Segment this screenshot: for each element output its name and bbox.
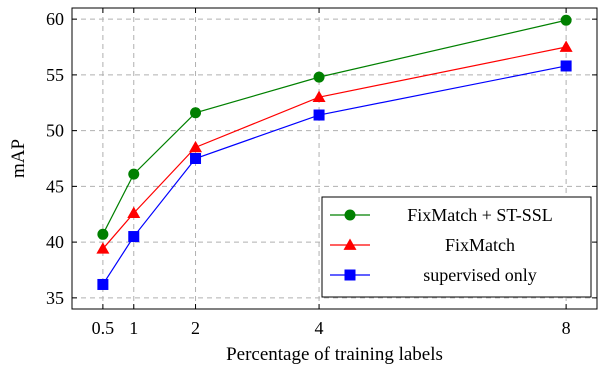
- data-point: [312, 90, 326, 103]
- x-tick-label: 8: [562, 318, 571, 338]
- series-supervised-only: [97, 60, 572, 290]
- y-tick-label: 45: [46, 176, 64, 196]
- data-point: [313, 109, 325, 121]
- data-point: [559, 40, 573, 52]
- y-tick-label: 60: [46, 9, 64, 29]
- data-point: [128, 168, 140, 180]
- legend-label: FixMatch: [445, 235, 515, 255]
- y-tick-label: 35: [46, 288, 64, 308]
- y-tick-label: 55: [46, 65, 64, 85]
- y-tick-label: 40: [46, 232, 64, 252]
- data-point: [97, 278, 109, 290]
- plot-frame: [71, 7, 598, 310]
- x-tick-label: 0.5: [92, 318, 115, 338]
- series-group: [96, 14, 573, 290]
- legend-item: FixMatch + ST-SSL: [330, 205, 553, 225]
- x-axis-label: Percentage of training labels: [226, 344, 443, 365]
- data-point: [190, 107, 202, 119]
- data-point: [128, 231, 140, 243]
- series-fixmatch: [96, 40, 573, 254]
- legend: FixMatch + ST-SSL FixMatch supervised only: [321, 196, 592, 298]
- data-point: [97, 228, 109, 240]
- legend-item: FixMatch: [330, 235, 515, 255]
- axis-ticks: 0.5 1 2 4 8 35 40 45 50 55 60: [46, 8, 597, 338]
- data-point: [560, 60, 572, 72]
- series-fixmatch-st-ssl: [97, 14, 572, 240]
- y-tick-label: 50: [46, 121, 64, 141]
- legend-marker: [344, 209, 356, 221]
- data-point: [189, 140, 203, 153]
- legend-marker: [344, 269, 356, 281]
- x-tick-label: 4: [315, 318, 324, 338]
- y-axis-label: mAP: [8, 139, 29, 178]
- data-point: [313, 71, 325, 83]
- legend-box: [321, 196, 592, 298]
- data-point: [96, 242, 110, 254]
- x-tick-label: 1: [129, 318, 138, 338]
- data-point: [190, 153, 202, 164]
- x-tick-label: 2: [191, 318, 200, 338]
- legend-item: supervised only: [330, 265, 537, 285]
- legend-marker: [343, 238, 357, 250]
- data-point: [560, 14, 572, 26]
- data-point: [127, 206, 141, 219]
- legend-label: FixMatch + ST-SSL: [407, 205, 553, 225]
- legend-label: supervised only: [423, 265, 536, 285]
